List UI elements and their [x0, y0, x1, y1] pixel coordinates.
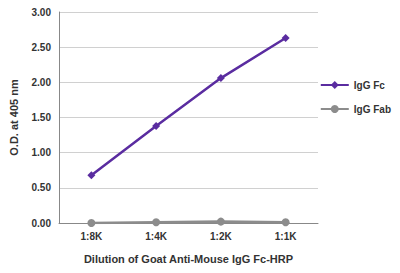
- svg-text:IgG Fab: IgG Fab: [354, 104, 391, 115]
- svg-text:1:8K: 1:8K: [81, 231, 103, 242]
- svg-text:2.00: 2.00: [32, 77, 52, 88]
- svg-text:Dilution of Goat Anti-Mouse Ig: Dilution of Goat Anti-Mouse IgG Fc-HRP: [84, 253, 293, 265]
- svg-text:3.00: 3.00: [32, 7, 52, 18]
- svg-text:1:1K: 1:1K: [275, 231, 297, 242]
- svg-text:1.00: 1.00: [32, 147, 52, 158]
- svg-text:2.50: 2.50: [32, 42, 52, 53]
- svg-text:O.D. at 405 nm: O.D. at 405 nm: [8, 79, 20, 156]
- svg-text:0.00: 0.00: [32, 218, 52, 229]
- svg-text:IgG Fc: IgG Fc: [354, 80, 386, 91]
- svg-text:1:2K: 1:2K: [210, 231, 232, 242]
- svg-text:1.50: 1.50: [32, 112, 52, 123]
- svg-text:1:4K: 1:4K: [145, 231, 167, 242]
- svg-text:0.50: 0.50: [32, 182, 52, 193]
